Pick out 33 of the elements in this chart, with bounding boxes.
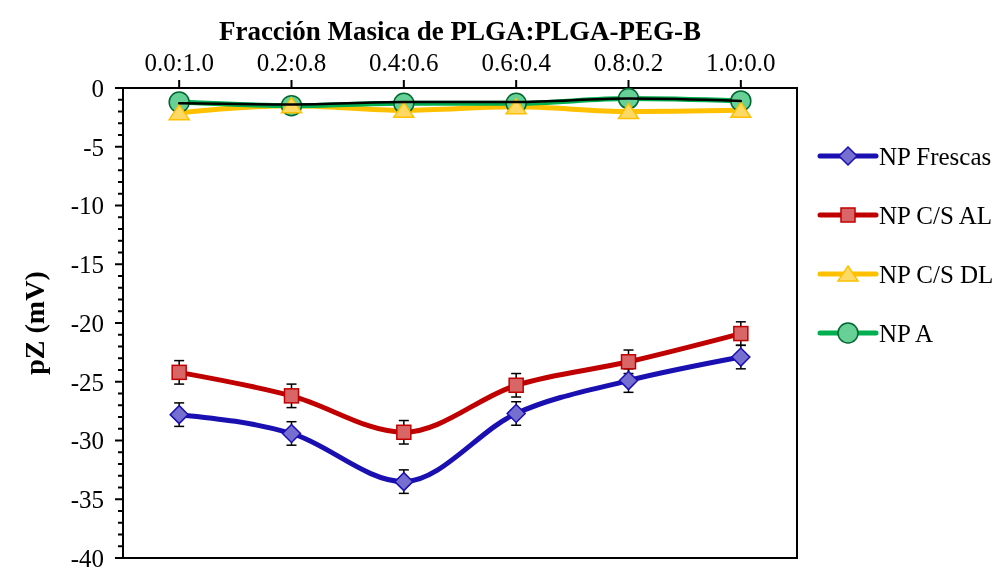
y-tick-label: -15 — [70, 251, 104, 278]
y-tick-label: 0 — [91, 74, 104, 102]
point — [617, 102, 640, 120]
legend-label: NP C/S DL — [879, 260, 994, 288]
legend-label: NP A — [879, 319, 933, 347]
point — [730, 101, 752, 119]
y-axis-title: pZ (mV) — [19, 271, 50, 375]
y-tick-label: -35 — [70, 486, 104, 513]
x-tick-label: 0.0:1.0 — [144, 49, 214, 76]
x-tick-label: 0.4:0.6 — [369, 49, 439, 76]
point — [505, 98, 527, 115]
y-tick-label: -10 — [70, 192, 104, 220]
point — [281, 423, 302, 444]
point — [733, 325, 749, 342]
x-tick-label: 0.8:0.2 — [593, 49, 664, 76]
y-tick-label: -5 — [83, 133, 104, 161]
y-tick-label: -25 — [70, 368, 104, 396]
x-tick-label: 1.0:0.0 — [706, 49, 776, 76]
point — [620, 354, 637, 370]
point — [396, 424, 412, 441]
legend-label: NP C/S AL — [879, 201, 993, 229]
point — [508, 377, 524, 394]
point — [171, 364, 187, 381]
x-tick-label: 0.2:0.8 — [256, 49, 327, 76]
point — [393, 101, 415, 119]
point — [168, 103, 190, 121]
x-tick-label: 0.6:0.4 — [481, 49, 552, 76]
legend-label: NP Frescas — [879, 142, 992, 170]
y-tick-label: -40 — [70, 544, 104, 572]
x-axis-title: Fracción Masica de PLGA:PLGA-PEG-B — [218, 16, 702, 46]
y-tick-label: -30 — [70, 427, 104, 455]
y-tick-label: -20 — [70, 309, 104, 337]
point — [283, 388, 300, 404]
